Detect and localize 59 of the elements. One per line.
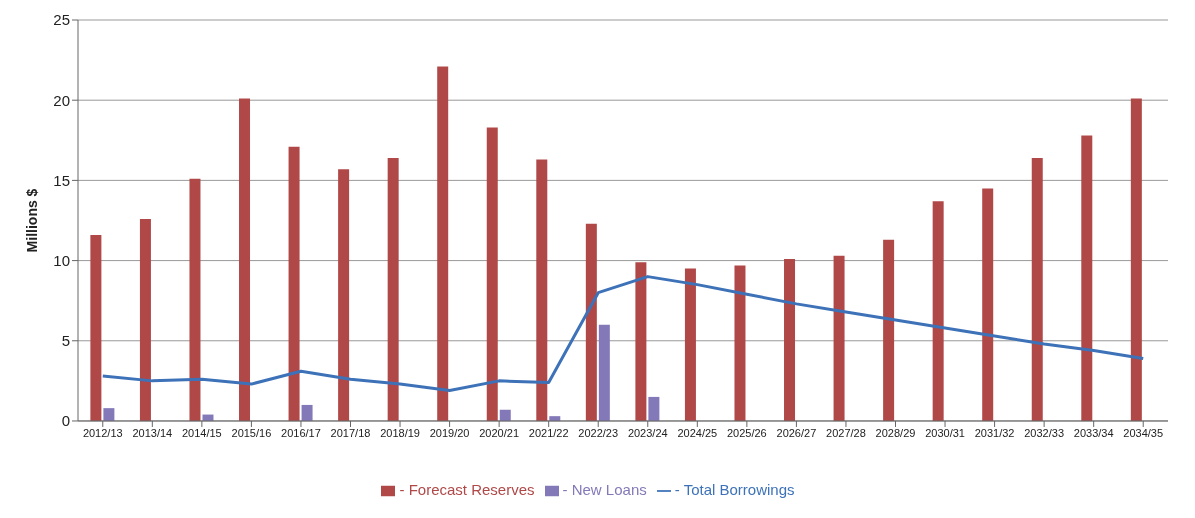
y-tick-label: 0 <box>61 412 70 430</box>
bar <box>883 239 895 421</box>
bar <box>982 188 994 421</box>
bar <box>648 396 660 421</box>
y-axis-title: Millions $ <box>23 188 40 253</box>
x-tick-label: 2031/32 <box>974 426 1015 439</box>
y-tick-label: 25 <box>53 11 70 29</box>
x-tick-label: 2032/33 <box>1024 426 1065 439</box>
y-tick-label: 15 <box>53 171 70 189</box>
bar <box>288 146 300 421</box>
legend-label: - New Loans <box>562 480 647 498</box>
line-series <box>101 275 1145 392</box>
bar <box>189 178 201 421</box>
bar <box>103 408 115 421</box>
y-tick-label: 10 <box>53 251 70 269</box>
x-tick-label: 2019/20 <box>429 426 470 439</box>
x-tick-label: 2034/35 <box>1123 426 1164 439</box>
legend-label: - Forecast Reserves <box>399 480 535 498</box>
x-tick-label: 2023/24 <box>627 426 668 439</box>
x-tick-label: 2025/26 <box>726 426 767 439</box>
x-tick-label: 2013/14 <box>132 426 173 439</box>
x-tick-label: 2012/13 <box>82 426 123 439</box>
x-tick-label: 2020/21 <box>479 426 520 439</box>
x-tick-label: 2024/25 <box>677 426 718 439</box>
legend-label: - Total Borrowings <box>674 480 795 498</box>
x-tick-label: 2030/31 <box>925 426 965 439</box>
bar <box>784 258 796 421</box>
bar <box>585 223 597 421</box>
bar <box>239 98 251 421</box>
bar <box>598 324 610 421</box>
y-tick-label: 5 <box>61 332 70 350</box>
bar <box>301 404 313 421</box>
bar <box>90 234 102 421</box>
bar <box>1130 98 1142 421</box>
x-tick-label: 2033/34 <box>1073 426 1114 439</box>
x-tick-label: 2026/27 <box>776 426 817 439</box>
x-tick-label: 2018/19 <box>380 426 420 439</box>
x-tick-label: 2014/15 <box>181 426 222 439</box>
bar <box>833 255 845 421</box>
x-tick-label: 2027/28 <box>826 426 866 439</box>
x-tick-label: 2022/23 <box>578 426 619 439</box>
x-tick-label: 2028/29 <box>875 426 916 439</box>
bar <box>734 265 746 421</box>
x-tick-label: 2021/22 <box>528 426 569 439</box>
bar <box>139 218 151 421</box>
x-tick-label: 2015/16 <box>231 426 272 439</box>
bar <box>932 201 944 421</box>
y-tick-label: 20 <box>53 91 70 109</box>
bar <box>338 169 350 421</box>
bar <box>387 157 399 421</box>
bar <box>437 66 449 421</box>
x-tick-label: 2017/18 <box>330 426 371 439</box>
bar <box>684 268 696 421</box>
bar <box>536 159 548 421</box>
bar <box>635 262 647 421</box>
bar <box>1031 157 1043 421</box>
x-tick-label: 2016/17 <box>281 426 321 439</box>
bar <box>486 127 498 421</box>
bar <box>1081 135 1093 421</box>
